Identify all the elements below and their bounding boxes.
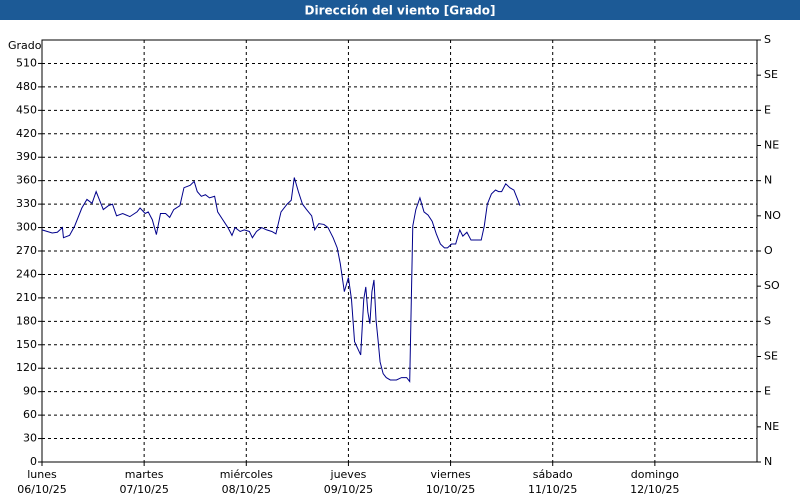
x-tick-label: miércoles 08/10/25 <box>219 468 273 496</box>
y2-tick-label: NO <box>764 209 781 222</box>
y2-tick-label: SE <box>764 350 778 363</box>
y-tick-label: 330 <box>16 197 37 210</box>
y-tick-label: 480 <box>16 80 37 93</box>
y-tick-label: 300 <box>16 221 37 234</box>
chart-title: Dirección del viento [Grado] <box>305 4 496 18</box>
data-line <box>41 177 521 383</box>
y2-tick-label: NE <box>764 420 779 433</box>
y2-tick-label: SE <box>764 68 778 81</box>
y-tick-label: 360 <box>16 174 37 187</box>
y-axis-label: Grado <box>8 39 42 52</box>
y-tick-label: 390 <box>16 150 37 163</box>
y2-tick-label: E <box>764 385 771 398</box>
y-tick-label: 120 <box>16 361 37 374</box>
y2-tick-label: N <box>764 174 772 187</box>
y2-tick-label: S <box>764 314 771 327</box>
y-tick-label: 450 <box>16 103 37 116</box>
x-tick-label: lunes 06/10/25 <box>17 468 67 496</box>
y-tick-label: 210 <box>16 291 37 304</box>
y-tick-label: 180 <box>16 314 37 327</box>
y-tick-label: 510 <box>16 56 37 69</box>
y-tick-label: 30 <box>23 432 37 445</box>
y2-tick-label: NE <box>764 139 779 152</box>
y2-tick-label: SO <box>764 279 780 292</box>
x-tick-label: sábado 11/10/25 <box>528 468 578 496</box>
y-tick-label: 90 <box>23 385 37 398</box>
y2-tick-label: N <box>764 455 772 468</box>
y-tick-label: 240 <box>16 267 37 280</box>
x-tick-label: viernes 10/10/25 <box>425 468 476 496</box>
y-tick-label: 270 <box>16 244 37 257</box>
x-tick-label: domingo 12/10/25 <box>630 468 680 496</box>
y-tick-label: 420 <box>16 127 37 140</box>
x-tick-label: martes 07/10/25 <box>119 468 169 496</box>
y-tick-label: 0 <box>30 455 37 468</box>
y2-tick-label: S <box>764 33 771 46</box>
title-bar <box>0 0 800 20</box>
y-tick-label: 60 <box>23 408 37 421</box>
x-tick-label: jueves 09/10/25 <box>323 468 374 496</box>
y2-tick-label: E <box>764 103 771 116</box>
y2-tick-label: O <box>764 244 773 257</box>
y-tick-label: 150 <box>16 338 37 351</box>
